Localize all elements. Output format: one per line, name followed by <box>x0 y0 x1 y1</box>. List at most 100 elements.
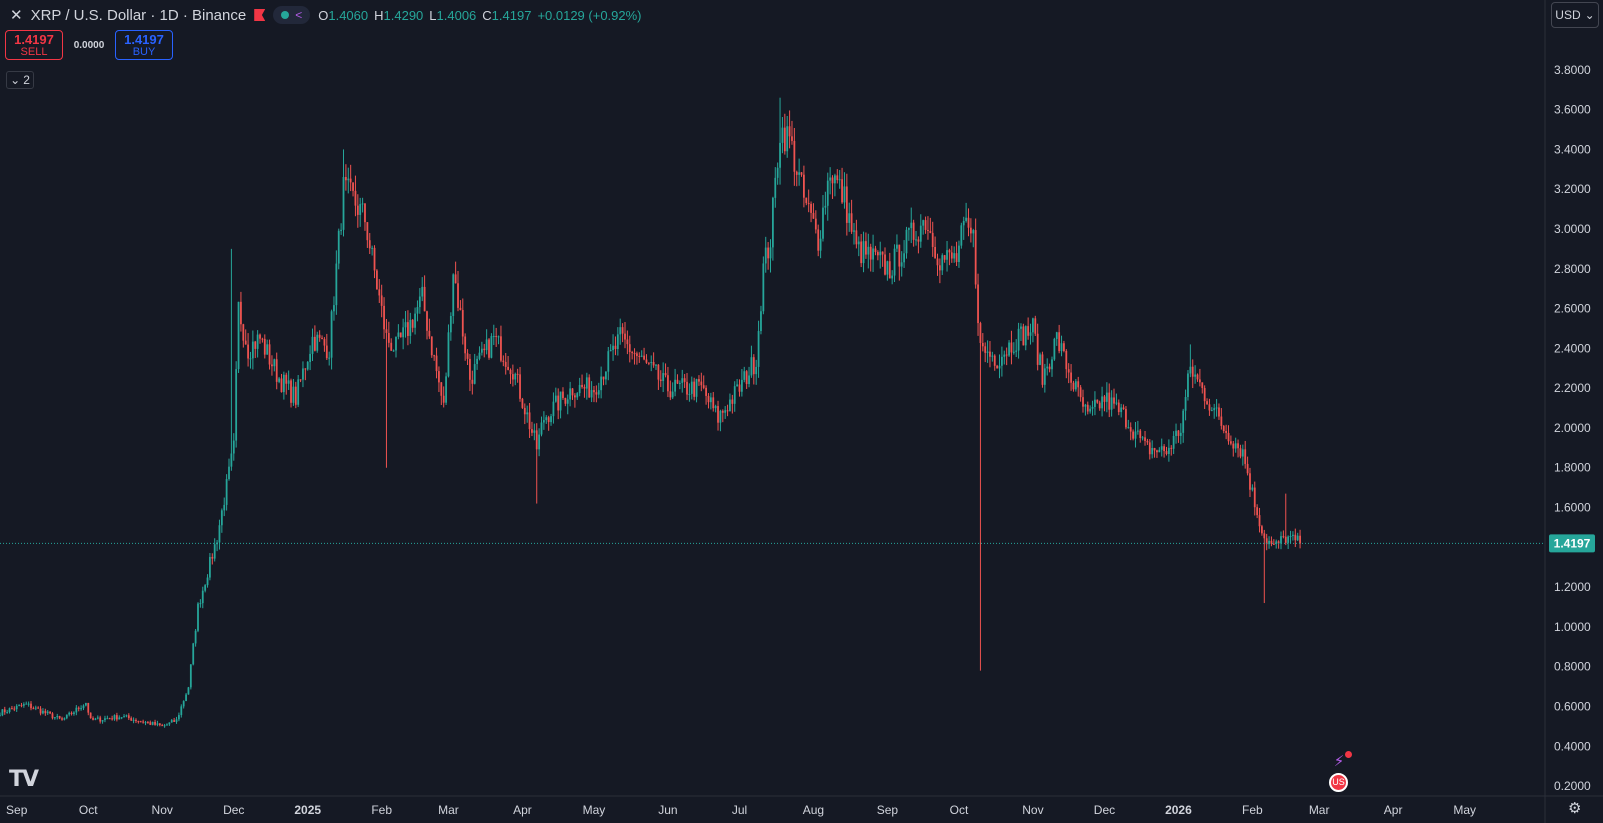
y-tick-label: 2.4000 <box>1554 341 1591 355</box>
events-icon[interactable]: ⚡ <box>1328 751 1352 770</box>
currency-select[interactable]: USD ⌄ <box>1551 2 1599 28</box>
candle-body <box>56 716 59 718</box>
candle-body <box>590 390 593 398</box>
candle-body <box>912 222 915 240</box>
candle-body <box>948 250 951 253</box>
last-price-badge <box>1549 534 1595 553</box>
candle-body <box>619 327 622 335</box>
candle-body <box>383 305 385 330</box>
candle-body <box>6 711 9 713</box>
candle-body <box>1041 354 1044 385</box>
candle-body <box>917 239 920 242</box>
sell-button[interactable]: 1.4197 SELL <box>5 30 63 60</box>
candle-body <box>142 721 145 723</box>
candle-body <box>476 358 478 365</box>
candle-body <box>25 703 28 705</box>
candle-body <box>189 664 192 688</box>
indicators-toggle[interactable]: ⌄ 2 <box>6 71 34 89</box>
candle-body <box>924 220 927 230</box>
us-flag-event-icon[interactable]: US <box>1329 773 1348 792</box>
candle-body <box>898 244 901 267</box>
flag-icon[interactable] <box>254 9 266 21</box>
candle-body <box>127 715 130 719</box>
candle-body <box>1165 451 1168 455</box>
candle-body <box>108 718 111 720</box>
candle-body <box>471 379 474 384</box>
candle-body <box>282 374 285 393</box>
candle-body <box>1084 404 1087 407</box>
candle-body <box>1191 366 1194 377</box>
status-pill[interactable]: < <box>273 6 311 24</box>
candle-body <box>240 301 242 325</box>
candle-body <box>624 333 626 340</box>
candle-body <box>867 246 870 255</box>
y-tick-label: 2.8000 <box>1554 262 1591 276</box>
candle-body <box>838 179 841 181</box>
candle-body <box>139 721 142 723</box>
candle-body <box>497 336 500 338</box>
candle-body <box>760 311 762 332</box>
candle-body <box>430 336 433 356</box>
candle-body <box>158 723 161 726</box>
candle-body <box>80 708 83 710</box>
candle-body <box>726 410 729 412</box>
symbol-title[interactable]: XRP / U.S. Dollar · 1D · Binance <box>30 6 247 24</box>
candle-body <box>538 434 541 450</box>
x-tick-label: Sep <box>6 803 28 817</box>
candle-body <box>1108 392 1111 410</box>
candle-body <box>879 251 882 256</box>
candle-body <box>1053 338 1056 360</box>
candle-body <box>442 395 445 403</box>
candle-body <box>881 251 884 255</box>
candle-body <box>1058 332 1061 352</box>
candle-body <box>146 722 149 724</box>
candle-body <box>514 373 517 380</box>
x-tick-label: Aug <box>803 803 824 817</box>
candle-body <box>1299 535 1301 544</box>
close-icon[interactable]: ✕ <box>10 7 23 24</box>
candle-body <box>316 334 319 351</box>
candle-body <box>178 715 180 720</box>
buy-button[interactable]: 1.4197 BUY <box>115 30 173 60</box>
candle-body <box>1230 441 1232 444</box>
candle-body <box>459 307 462 311</box>
candle-body <box>626 339 629 345</box>
candle-body <box>201 590 204 604</box>
candle-body <box>891 275 894 279</box>
candle-body <box>275 359 278 382</box>
candle-body <box>786 126 789 152</box>
candle-body <box>414 313 416 328</box>
candle-body <box>810 203 812 213</box>
y-tick-label: 3.4000 <box>1554 142 1591 156</box>
candle-body <box>612 345 614 351</box>
candle-body <box>1039 354 1041 365</box>
candle-body <box>1215 407 1218 409</box>
candle-body <box>199 603 202 605</box>
candle-body <box>1284 536 1287 543</box>
symbol-header: ✕ XRP / U.S. Dollar · 1D · Binance < O1.… <box>10 5 642 25</box>
candle-body <box>953 253 956 259</box>
candle-body <box>550 416 552 423</box>
candle-body <box>1206 401 1208 405</box>
candle-body <box>175 719 178 722</box>
gear-icon[interactable]: ⚙ <box>1568 800 1582 817</box>
candle-body <box>566 399 569 404</box>
candle-body <box>640 355 643 357</box>
candle-body <box>77 707 80 709</box>
candle-body <box>461 310 464 337</box>
candle-body <box>938 265 941 271</box>
candle-body <box>399 332 402 338</box>
candle-body <box>554 395 557 402</box>
candle-body <box>75 707 78 713</box>
candle-body <box>137 721 140 723</box>
candle-body <box>1020 326 1022 329</box>
candle-body <box>979 323 982 343</box>
candle-body <box>1 709 4 716</box>
candle-body <box>869 246 872 260</box>
x-tick-label: Nov <box>152 803 173 817</box>
tradingview-logo[interactable]: TV <box>9 767 39 792</box>
candle-body <box>73 712 75 714</box>
candle-body <box>616 334 619 349</box>
candle-body <box>464 336 467 354</box>
